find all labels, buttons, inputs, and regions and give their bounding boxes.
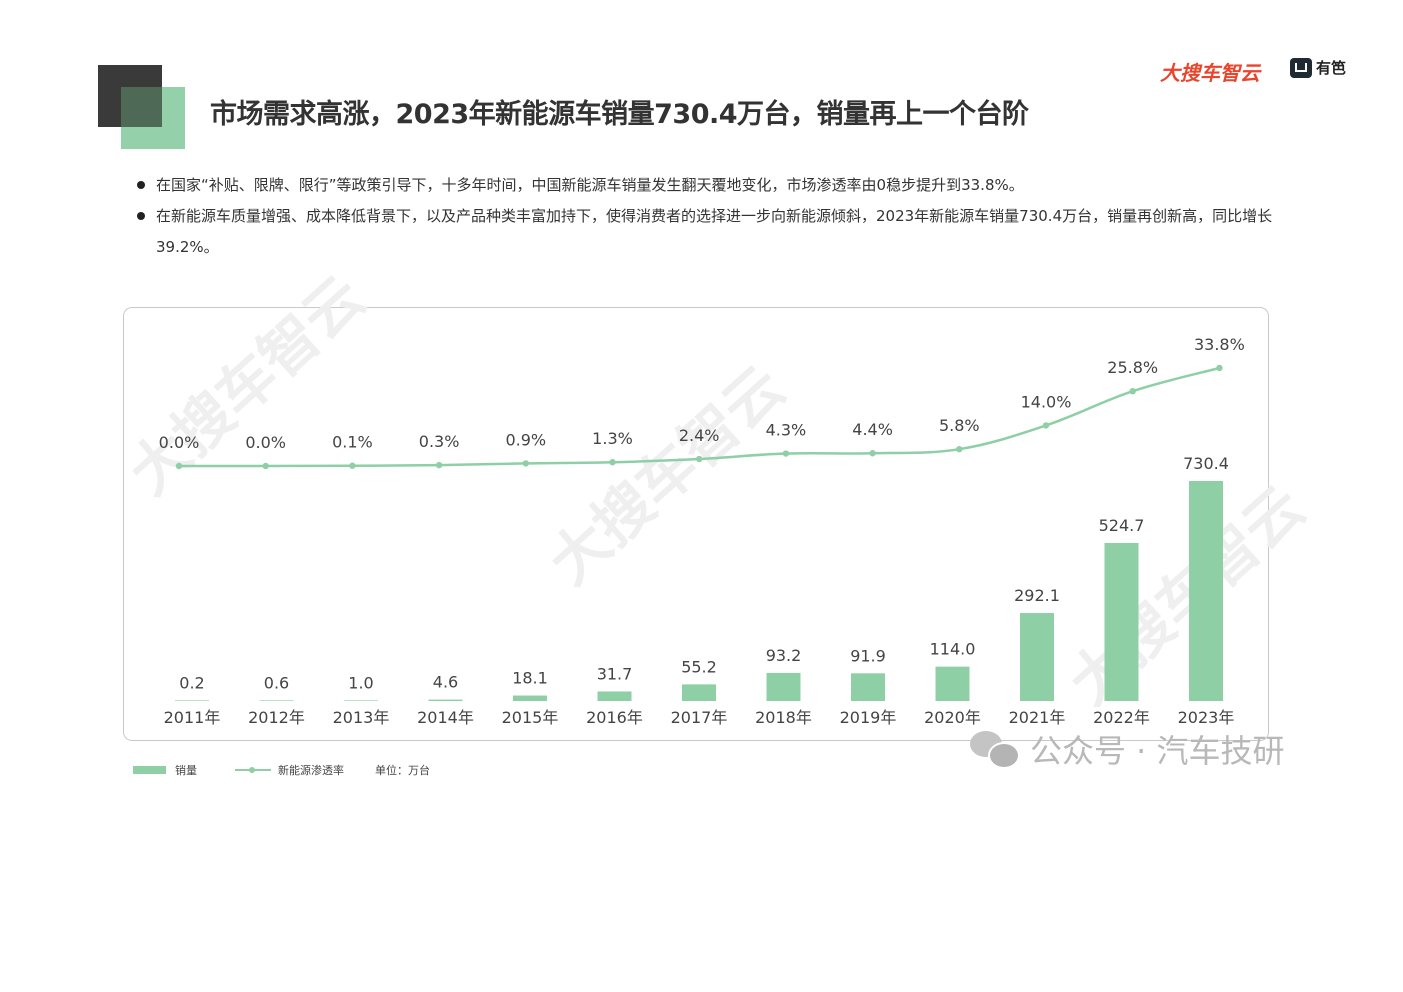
legend-rate-label: 新能源渗透率 bbox=[278, 764, 344, 777]
brand-youbian-text: 有笆 bbox=[1316, 59, 1347, 77]
bullet-point-1: 在国家“补贴、限牌、限行”等政策引导下，十多年时间，中国新能源车销量发生翻天覆地… bbox=[137, 170, 1277, 201]
page-title: 市场需求高涨，2023年新能源车销量730.4万台，销量再上一个台阶 bbox=[210, 99, 1029, 130]
penetration-label-7: 2.4% bbox=[679, 426, 720, 445]
penetration-label-5: 0.9% bbox=[505, 430, 546, 449]
bar-value-label-9: 91.9 bbox=[850, 646, 886, 665]
x-axis-tick-label-5: 2015年 bbox=[502, 708, 559, 727]
x-axis-tick-label-9: 2019年 bbox=[840, 708, 897, 727]
penetration-point-5 bbox=[522, 460, 529, 467]
legend-unit-label: 单位：万台 bbox=[375, 764, 430, 777]
penetration-point-9 bbox=[869, 450, 876, 457]
bar-4 bbox=[428, 699, 463, 701]
wechat-watermark-text: 公众号 · 汽车技研 bbox=[1030, 732, 1285, 770]
bar-2 bbox=[259, 700, 294, 701]
penetration-label-8: 4.3% bbox=[766, 421, 807, 440]
wechat-icon bbox=[970, 729, 1020, 769]
wechat-watermark: 公众号 · 汽车技研 bbox=[970, 726, 1285, 772]
x-axis-tick-label-10: 2020年 bbox=[924, 708, 981, 727]
penetration-point-10 bbox=[956, 445, 963, 453]
bar-10 bbox=[935, 666, 970, 701]
x-axis-tick-label-2: 2012年 bbox=[248, 708, 305, 727]
bar-3 bbox=[344, 700, 378, 701]
bar-6 bbox=[597, 691, 632, 701]
bar-12 bbox=[1104, 542, 1139, 701]
chart-legend: 销量 新能源渗透率 单位：万台 bbox=[133, 762, 430, 778]
bar-8 bbox=[766, 672, 801, 701]
legend-bar-swatch bbox=[133, 766, 166, 774]
brand-logo-dasouche: 大搜车智云 bbox=[1160, 57, 1260, 86]
bar-5 bbox=[513, 695, 547, 701]
x-axis-tick-label-1: 2011年 bbox=[164, 708, 221, 727]
brand-logo-youbian: 有笆 bbox=[1290, 57, 1346, 78]
penetration-point-6 bbox=[609, 459, 616, 466]
penetration-label-12: 25.8% bbox=[1107, 358, 1158, 377]
penetration-label-3: 0.1% bbox=[332, 433, 373, 452]
bar-7 bbox=[682, 684, 716, 701]
x-axis-tick-label-6: 2016年 bbox=[586, 708, 643, 727]
bar-value-label-1: 0.2 bbox=[179, 673, 204, 692]
bar-value-label-4: 4.6 bbox=[433, 673, 458, 692]
penetration-label-2: 0.0% bbox=[245, 433, 286, 452]
bar-value-label-6: 31.7 bbox=[597, 664, 633, 683]
bar-value-label-7: 55.2 bbox=[681, 657, 717, 676]
bar-1 bbox=[175, 700, 209, 701]
bar-value-label-10: 114.0 bbox=[930, 640, 976, 659]
chart-frame bbox=[123, 307, 1269, 741]
x-axis-tick-label-4: 2014年 bbox=[417, 708, 474, 727]
bar-value-label-13: 730.4 bbox=[1183, 454, 1229, 473]
penetration-label-11: 14.0% bbox=[1021, 392, 1072, 411]
bar-value-label-3: 1.0 bbox=[348, 673, 373, 692]
bar-value-label-8: 93.2 bbox=[766, 646, 802, 665]
bullet-point-2: 在新能源车质量增强、成本降低背景下，以及产品种类丰富加持下，使得消费者的选择进一… bbox=[137, 201, 1277, 263]
legend-line-swatch bbox=[235, 765, 271, 775]
bar-9 bbox=[851, 673, 885, 701]
title-decoration-overlap bbox=[121, 87, 162, 127]
penetration-label-9: 4.4% bbox=[852, 420, 893, 439]
bar-value-label-5: 18.1 bbox=[512, 669, 548, 688]
penetration-point-1 bbox=[175, 462, 183, 470]
bar-11 bbox=[1020, 613, 1054, 701]
penetration-label-13: 33.8% bbox=[1194, 335, 1245, 354]
x-axis-tick-label-12: 2022年 bbox=[1093, 708, 1150, 727]
penetration-point-2 bbox=[262, 462, 269, 470]
brand-dasouche-text: 大搜车智云 bbox=[1160, 61, 1260, 85]
penetration-point-7 bbox=[696, 455, 703, 463]
penetration-label-6: 1.3% bbox=[592, 429, 633, 448]
penetration-point-13 bbox=[1216, 364, 1223, 372]
penetration-point-4 bbox=[435, 461, 443, 469]
youbian-logo-icon bbox=[1290, 57, 1312, 78]
chart-watermark-2: 大搜车智云 bbox=[536, 353, 797, 598]
chart-watermark-3: 大搜车智云 bbox=[1056, 473, 1317, 718]
x-axis-tick-label-11: 2021年 bbox=[1009, 708, 1066, 727]
penetration-point-8 bbox=[782, 450, 790, 457]
penetration-point-3 bbox=[349, 462, 356, 469]
x-axis-tick-label-3: 2013年 bbox=[333, 708, 390, 727]
penetration-label-4: 0.3% bbox=[419, 432, 460, 451]
bar-value-label-11: 292.1 bbox=[1014, 586, 1060, 605]
x-axis-tick-label-8: 2018年 bbox=[755, 708, 812, 727]
x-axis-tick-label-7: 2017年 bbox=[671, 708, 728, 727]
penetration-point-11 bbox=[1042, 422, 1050, 429]
x-axis-tick-label-13: 2023年 bbox=[1178, 708, 1235, 727]
chart-watermark-1: 大搜车智云 bbox=[116, 263, 377, 508]
bar-value-label-12: 524.7 bbox=[1099, 516, 1145, 535]
bar-value-label-2: 0.6 bbox=[264, 673, 289, 692]
penetration-label-10: 5.8% bbox=[939, 416, 980, 435]
legend-sales-label: 销量 bbox=[175, 764, 197, 777]
bar-13 bbox=[1189, 481, 1223, 701]
penetration-label-1: 0.0% bbox=[159, 433, 200, 452]
penetration-point-12 bbox=[1129, 387, 1136, 395]
summary-bullets: 在国家“补贴、限牌、限行”等政策引导下，十多年时间，中国新能源车销量发生翻天覆地… bbox=[137, 170, 1277, 263]
